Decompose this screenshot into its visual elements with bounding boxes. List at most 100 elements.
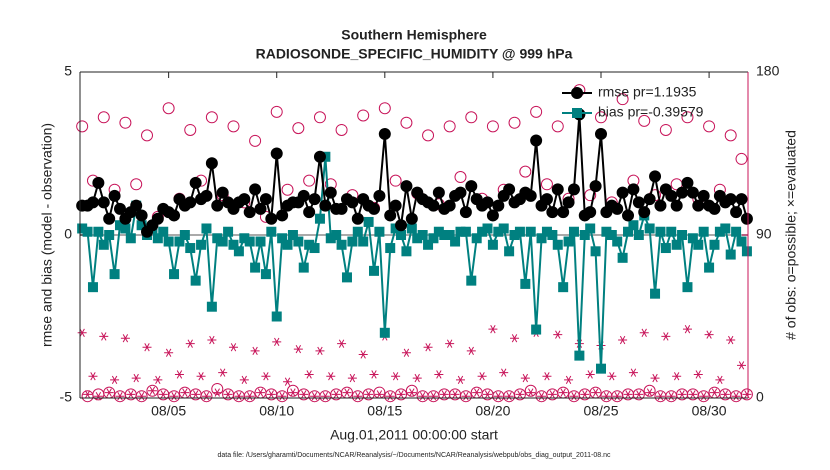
evaluated-obs-point bbox=[147, 386, 157, 395]
evaluated-obs-point bbox=[628, 368, 638, 377]
bias-point bbox=[163, 236, 174, 247]
possible-obs-point bbox=[519, 165, 532, 178]
possible-obs-point bbox=[243, 390, 256, 403]
rmse-point bbox=[632, 196, 645, 209]
evaluated-obs-point bbox=[439, 390, 449, 399]
possible-obs-point bbox=[303, 174, 316, 187]
bias-point bbox=[152, 233, 163, 244]
x-tick-label: 08/10 bbox=[259, 403, 294, 419]
rmse-point bbox=[584, 206, 597, 219]
evaluated-obs-point bbox=[234, 392, 244, 401]
bias-point bbox=[520, 278, 531, 289]
evaluated-obs-point bbox=[461, 392, 471, 401]
bias-point bbox=[120, 223, 131, 234]
evaluated-obs-point bbox=[347, 373, 357, 383]
possible-obs-point bbox=[76, 120, 89, 133]
possible-obs-point bbox=[135, 390, 148, 403]
legend-marker bbox=[572, 108, 582, 118]
rmse-point bbox=[211, 199, 224, 212]
rmse-point bbox=[297, 189, 310, 202]
bias-point bbox=[369, 265, 380, 276]
possible-obs-point bbox=[313, 111, 326, 124]
evaluated-obs-point bbox=[293, 344, 303, 354]
bias-point bbox=[660, 243, 671, 254]
bias-point bbox=[293, 236, 304, 247]
possible-obs-point bbox=[422, 129, 435, 142]
rmse-point bbox=[459, 206, 472, 219]
rmse-point bbox=[740, 212, 753, 225]
rmse-point bbox=[395, 219, 408, 232]
evaluated-obs-point bbox=[483, 390, 493, 399]
evaluated-obs-point bbox=[428, 392, 438, 401]
y-tick-label: 0 bbox=[64, 226, 72, 242]
x-tick-label: 08/05 bbox=[151, 403, 186, 419]
rmse-point bbox=[503, 183, 516, 196]
bias-point bbox=[671, 239, 682, 250]
evaluated-obs-point bbox=[272, 337, 282, 347]
rmse-point bbox=[308, 193, 321, 206]
evaluated-obs-point bbox=[331, 390, 341, 399]
legend-label: rmse pr=1.1935 bbox=[598, 84, 697, 100]
bias-point bbox=[401, 246, 412, 257]
possible-obs-point bbox=[735, 152, 748, 165]
bias-point bbox=[612, 236, 623, 247]
possible-obs-point bbox=[395, 388, 408, 401]
bias-point bbox=[741, 246, 752, 257]
bias-point bbox=[217, 236, 228, 247]
rmse-point bbox=[373, 189, 386, 202]
bias-point bbox=[314, 213, 325, 224]
rmse-point bbox=[681, 176, 694, 189]
evaluated-obs-point bbox=[283, 377, 293, 386]
bias-point bbox=[271, 311, 282, 322]
rmse-point bbox=[238, 193, 251, 206]
rmse-point bbox=[692, 199, 705, 212]
possible-obs-point bbox=[162, 102, 175, 115]
bias-point bbox=[196, 239, 207, 250]
possible-obs-point bbox=[697, 390, 710, 403]
bias-point bbox=[428, 233, 439, 244]
possible-obs-point bbox=[454, 171, 467, 184]
rmse-point bbox=[168, 209, 181, 222]
y-tick-label: -5 bbox=[60, 389, 73, 405]
bias-point bbox=[666, 226, 677, 237]
bias-point bbox=[444, 230, 455, 240]
bias-point bbox=[628, 220, 639, 231]
evaluated-obs-point bbox=[720, 390, 730, 399]
evaluated-obs-point bbox=[374, 390, 384, 399]
possible-obs-point bbox=[270, 105, 283, 118]
evaluated-obs-point bbox=[542, 372, 552, 381]
evaluated-obs-point bbox=[585, 370, 595, 379]
possible-obs-point bbox=[286, 384, 299, 397]
possible-obs-point bbox=[141, 129, 154, 142]
x-tick-label: 08/15 bbox=[367, 403, 402, 419]
rmse-point bbox=[313, 150, 326, 163]
rmse-point bbox=[405, 212, 418, 225]
rmse-point bbox=[443, 199, 456, 212]
bias-point bbox=[201, 223, 212, 234]
evaluated-obs-point bbox=[709, 388, 719, 397]
evaluated-obs-point bbox=[299, 390, 309, 399]
rmse-point bbox=[265, 212, 278, 225]
evaluated-obs-point bbox=[472, 388, 482, 397]
possible-obs-point bbox=[335, 123, 348, 136]
evaluated-obs-point bbox=[569, 392, 579, 401]
evaluated-obs-point bbox=[256, 388, 266, 397]
bias-point bbox=[720, 223, 731, 234]
bias-point bbox=[450, 236, 461, 247]
rmse-point bbox=[486, 209, 499, 222]
bias-point bbox=[309, 243, 320, 254]
bias-point bbox=[579, 230, 590, 240]
evaluated-obs-point bbox=[93, 392, 103, 401]
evaluated-obs-point bbox=[623, 390, 633, 399]
evaluated-obs-point bbox=[153, 375, 163, 385]
y2-tick-label: 90 bbox=[756, 226, 772, 242]
evaluated-obs-point bbox=[320, 392, 330, 401]
x-tick-label: 08/20 bbox=[475, 403, 510, 419]
evaluated-obs-point bbox=[493, 392, 503, 401]
evaluated-obs-point bbox=[337, 339, 347, 348]
bias-point bbox=[487, 239, 498, 250]
bias-point bbox=[109, 269, 120, 280]
rmse-point bbox=[708, 202, 721, 215]
rmse-point bbox=[724, 193, 737, 206]
possible-obs-point bbox=[486, 120, 499, 133]
